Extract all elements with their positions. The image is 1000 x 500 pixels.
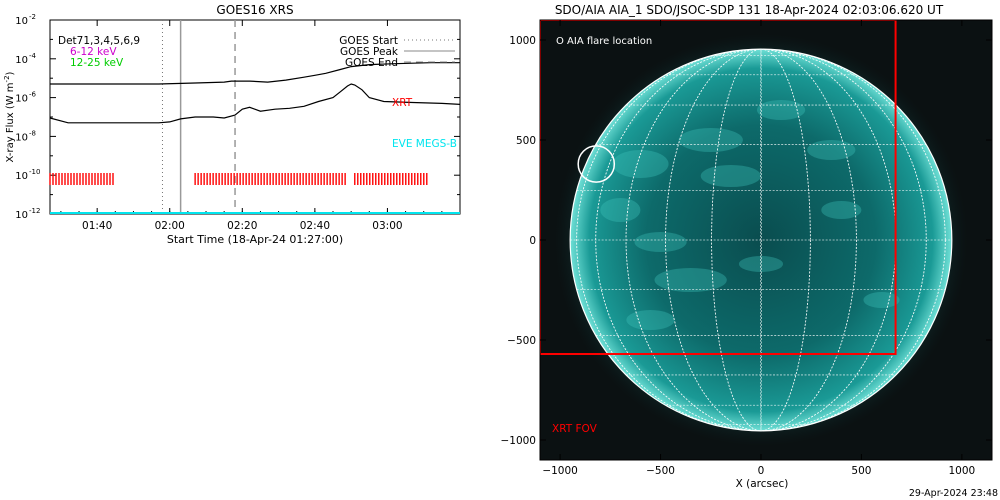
bright-region (807, 139, 856, 161)
legend-detectors: Det71,3,4,5,6,9 (58, 35, 140, 47)
longitude-line (665, 49, 857, 431)
legend-goes-peak: GOES Peak (340, 46, 399, 58)
bright-region (738, 255, 784, 273)
legend-left: Det71,3,4,5,6,9 6-12 keV 12-25 keV (58, 35, 140, 69)
longitude-line (595, 49, 927, 431)
xrt-coverage-bars (49, 173, 428, 185)
image-x-tick-label: −1000 (542, 465, 578, 477)
bright-region (600, 197, 641, 223)
x-tick-label: 01:40 (82, 220, 112, 232)
y-tick-label: 10 (15, 132, 28, 143)
image-legend: O AIA flare location (556, 36, 652, 47)
flux-series (49, 62, 461, 124)
bright-region (678, 127, 743, 153)
y-tick-exponent: -6 (29, 91, 37, 99)
x-tick-label: 03:00 (372, 220, 402, 232)
y-tick-label: 10 (15, 171, 28, 182)
x-axis-ticks: 01:40 02:00 02:20 02:40 03:00 (60, 20, 443, 232)
image-x-tick-label: 500 (851, 465, 871, 477)
image-x-tick-label: 1000 (948, 465, 975, 477)
image-y-tick-label: −1000 (500, 435, 536, 447)
longitude-line (576, 49, 946, 431)
y-tick-label: 10 (15, 55, 28, 66)
bright-region (626, 309, 675, 331)
x-tick-label: 02:00 (155, 220, 185, 232)
y-tick-exponent: -2 (29, 13, 36, 21)
active-regions (600, 99, 900, 331)
xrt-annotation: XRT (392, 97, 413, 109)
image-x-ticks: −1000 −500 0 500 1000 (542, 20, 975, 477)
longitude-line (711, 49, 811, 431)
x-tick-label: 02:40 (300, 220, 330, 232)
y-tick-label: 10 (15, 210, 28, 221)
y-tick-exponent: -12 (29, 207, 40, 215)
image-y-tick-label: 0 (529, 235, 536, 247)
xrt-fov-box (540, 20, 897, 355)
image-x-tick-label: −500 (646, 465, 675, 477)
longitude-line (760, 49, 762, 431)
xrt-fov-label: XRT FOV (552, 423, 598, 435)
y-tick-label: 10 (15, 94, 28, 105)
image-y-ticks: −1000 −500 0 500 1000 (500, 35, 992, 447)
bright-region (700, 164, 761, 188)
goes-time-markers (161, 20, 236, 214)
chart-title: GOES16 XRS (216, 3, 293, 17)
heliographic-grid (570, 49, 952, 431)
bright-region (612, 149, 669, 179)
footer-timestamp: 29-Apr-2024 23:48 (909, 488, 998, 499)
image-y-tick-label: −500 (507, 335, 536, 347)
y-tick-exponent: -10 (29, 168, 40, 176)
legend-goes-end: GOES End (345, 57, 398, 69)
legend-12-25kev: 12-25 keV (70, 57, 124, 69)
y-axis-label: X-ray Flux (W m-2) (3, 71, 16, 162)
image-title: SDO/AIA AIA_1 SDO/JSOC-SDP 131 18-Apr-20… (555, 3, 944, 17)
legend-6-12kev: 6-12 keV (70, 46, 117, 58)
aia-image-panel: SDO/AIA AIA_1 SDO/JSOC-SDP 131 18-Apr-20… (500, 3, 993, 490)
bright-region (821, 200, 862, 220)
x-axis-label: Start Time (18-Apr-24 01:27:00) (167, 233, 343, 246)
y-tick-label: 10 (15, 16, 28, 27)
flare-location-circle (577, 145, 616, 183)
image-y-tick-label: 1000 (509, 35, 536, 47)
flux-series-0 (50, 62, 460, 85)
bright-region (654, 267, 727, 293)
bright-region (634, 231, 687, 253)
image-x-tick-label: 0 (758, 465, 765, 477)
bright-region (863, 291, 900, 309)
y-tick-exponent: -4 (29, 52, 37, 60)
legend-goes-start: GOES Start (339, 35, 398, 47)
bright-region (756, 99, 806, 121)
solar-limb (569, 48, 953, 432)
y-tick-exponent: -8 (29, 129, 36, 137)
image-x-axis-label: X (arcsec) (736, 478, 789, 490)
flux-series-1 (49, 83, 461, 124)
legend-right: GOES Start GOES Peak GOES End (339, 35, 455, 69)
x-tick-label: 02:20 (227, 220, 257, 232)
image-y-tick-label: 500 (516, 135, 536, 147)
eve-annotation: EVE MEGS-B (392, 138, 457, 150)
